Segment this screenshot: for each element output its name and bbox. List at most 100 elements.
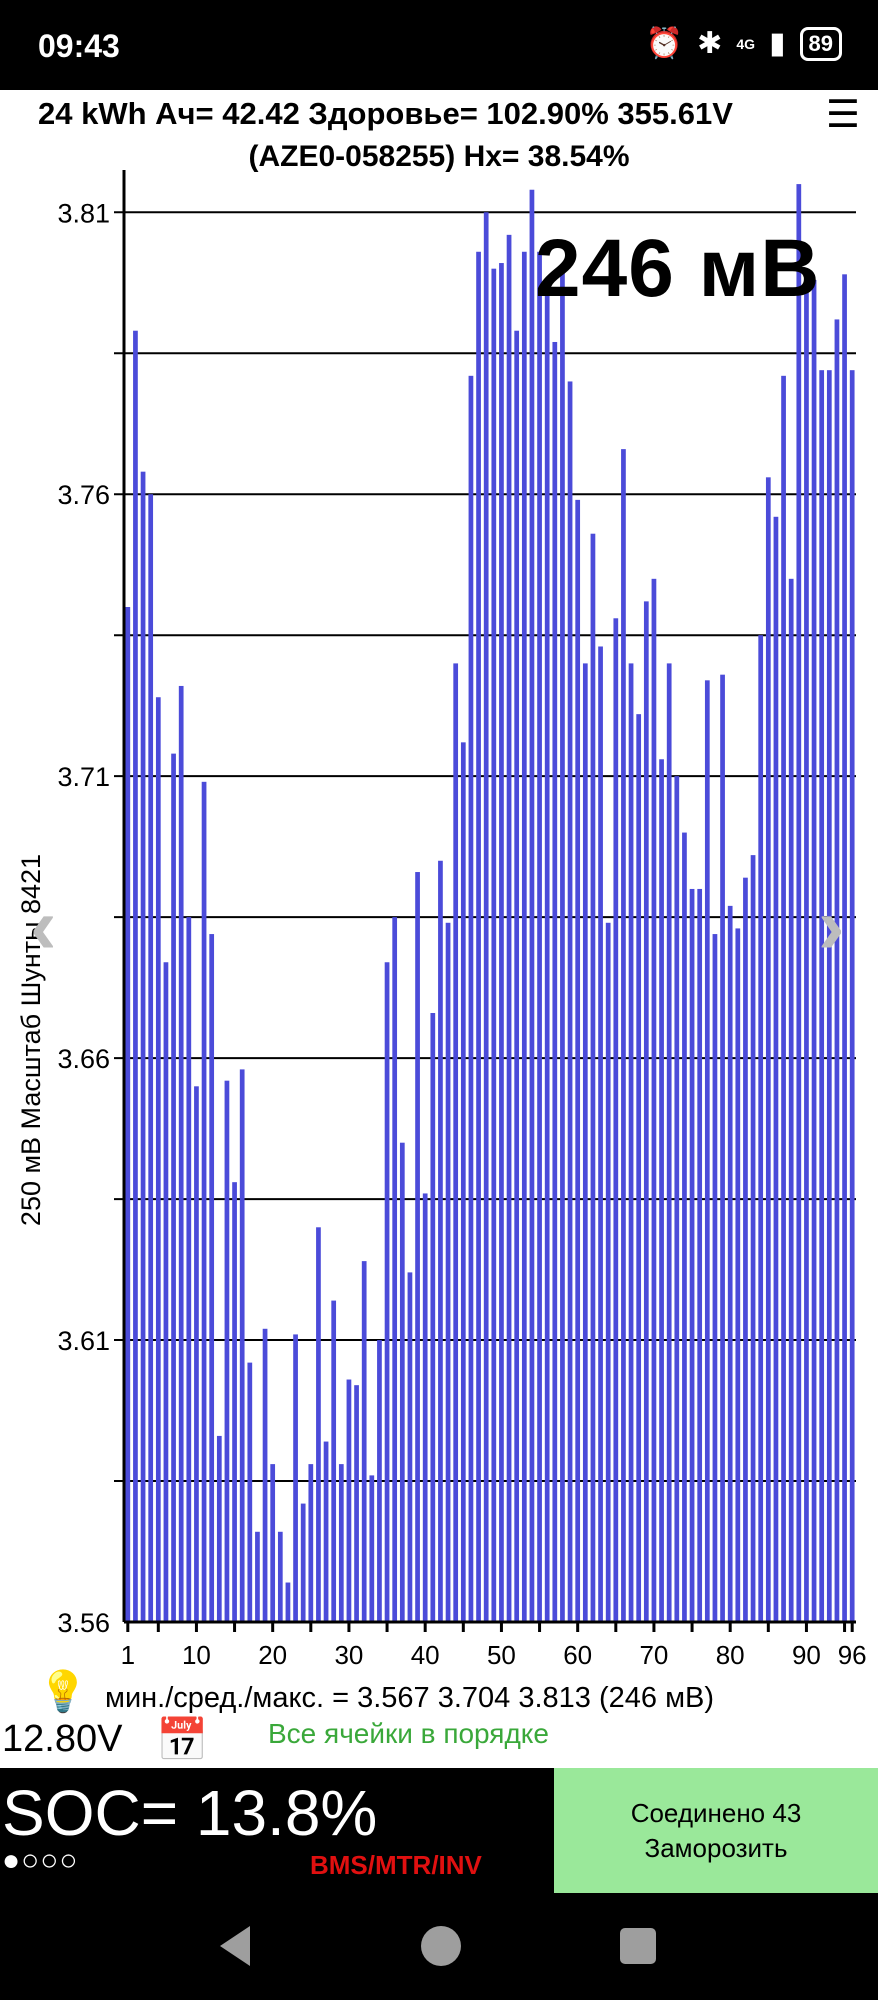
- cell-bar: [605, 922, 611, 1622]
- signal-icon: ▮: [769, 27, 786, 60]
- cell-bar: [796, 184, 802, 1623]
- cell-bar: [788, 578, 794, 1622]
- cell-bar: [826, 370, 832, 1622]
- x-tick-label: 40: [411, 1640, 440, 1670]
- cell-bar: [133, 330, 138, 1622]
- y-tick-label: 3.56: [57, 1608, 110, 1638]
- cell-bar: [651, 578, 657, 1622]
- cell-bar: [834, 319, 840, 1622]
- cell-bar: [743, 877, 748, 1622]
- cell-bar: [430, 1013, 436, 1622]
- calendar-icon[interactable]: 📅: [156, 1716, 209, 1763]
- aux-battery-voltage: 12.80V: [2, 1718, 123, 1760]
- cell-bar: [232, 1182, 237, 1622]
- cell-bar: [316, 1227, 321, 1622]
- cell-bar: [842, 274, 847, 1622]
- status-time: 09:43: [38, 28, 120, 64]
- y-axis: 3.56 3.61 3.66 3.71 3.76 3.81: [57, 170, 126, 1638]
- cell-bar: [537, 251, 542, 1623]
- cell-bar: [552, 341, 558, 1622]
- status-icons: ⏰ ✱ 4G ▮ 89: [646, 26, 842, 61]
- y-tick-label: 3.66: [57, 1044, 110, 1074]
- cell-bar: [171, 753, 176, 1622]
- battery-summary: 24 kWh Ач= 42.42 Здоровье= 102.90% 355.6…: [38, 96, 733, 131]
- cell-bar: [262, 1328, 268, 1622]
- lightbulb-icon[interactable]: 💡: [38, 1670, 88, 1714]
- bms-mtr-inv-label: BMS/MTR/INV: [310, 1850, 482, 1880]
- cell-bar: [560, 268, 565, 1622]
- x-axis: 1 10 20 30 40 50 60 70 80 90 96: [121, 1620, 867, 1670]
- cell-bar: [148, 494, 154, 1622]
- cell-bar: [804, 274, 809, 1622]
- cell-bar: [377, 1340, 382, 1622]
- cell-bar: [346, 1379, 352, 1622]
- cell-bar: [178, 685, 184, 1622]
- home-icon[interactable]: [421, 1926, 461, 1966]
- cell-bar: [628, 663, 634, 1622]
- cell-bar: [582, 663, 588, 1622]
- cell-bar: [773, 516, 779, 1622]
- bars: [125, 184, 855, 1623]
- cell-bar: [247, 1362, 253, 1622]
- cell-bar: [125, 607, 131, 1622]
- x-tick-label: 30: [334, 1640, 363, 1670]
- x-tick-label: 96: [838, 1640, 867, 1670]
- cell-bar: [529, 189, 535, 1622]
- page-dots: ●○○○: [2, 1844, 79, 1877]
- cell-bar: [704, 680, 710, 1622]
- chevron-right-icon[interactable]: ›: [818, 881, 845, 970]
- cell-bar: [239, 1069, 245, 1622]
- cell-bar: [255, 1531, 260, 1622]
- cell-bar: [849, 370, 855, 1622]
- y-tick-label: 3.71: [57, 762, 110, 792]
- cell-bar: [140, 471, 146, 1622]
- cell-bar: [407, 1272, 413, 1622]
- cell-voltage-chart: 3.56 3.61 3.66 3.71 3.76 3.81 1 10 20 30 40 50 60 70…: [16, 170, 867, 1670]
- cell-bar: [308, 1464, 314, 1622]
- battery-level: 89: [799, 26, 842, 61]
- cell-bar: [750, 855, 756, 1622]
- status-bar: 09:43 ⏰ ✱ 4G ▮ 89: [0, 0, 878, 90]
- cell-bar: [468, 375, 474, 1622]
- cell-bar: [575, 499, 581, 1623]
- connection-freeze-button[interactable]: Соединено 43 Заморозить: [554, 1768, 878, 1893]
- x-tick-label: 60: [563, 1640, 592, 1670]
- cell-bar: [590, 533, 596, 1622]
- menu-icon[interactable]: ☰: [825, 94, 860, 136]
- x-tick-label: 80: [716, 1640, 745, 1670]
- cell-bar: [544, 279, 550, 1622]
- cell-bar: [361, 1261, 367, 1622]
- cell-bar: [689, 888, 695, 1622]
- alarm-icon: ⏰: [645, 27, 684, 60]
- soc-value: SOC= 13.8%: [2, 1777, 378, 1849]
- back-icon[interactable]: [220, 1926, 250, 1966]
- cell-bar: [323, 1441, 329, 1622]
- chevron-left-icon[interactable]: ‹: [30, 881, 57, 970]
- y-tick-label: 3.61: [57, 1326, 110, 1356]
- cell-bar: [201, 781, 207, 1622]
- cell-bar: [476, 251, 481, 1623]
- cell-bar: [186, 917, 192, 1622]
- x-tick-label: 50: [487, 1640, 516, 1670]
- cell-bar: [674, 776, 680, 1622]
- cell-bar: [643, 601, 649, 1622]
- cell-bar: [727, 905, 733, 1622]
- connection-status: Соединено 43: [630, 1797, 802, 1828]
- vin-health: (AZE0-058255) Hx= 38.54%: [248, 140, 630, 173]
- cell-bar: [216, 1435, 222, 1622]
- spread-value: 246 мВ: [535, 223, 821, 314]
- x-tick-label: 10: [182, 1640, 211, 1670]
- cell-bar: [506, 234, 512, 1623]
- cell-bar: [384, 962, 390, 1622]
- cell-bar: [567, 381, 573, 1622]
- cell-bar: [277, 1531, 283, 1622]
- cell-bar: [354, 1385, 359, 1622]
- cell-bar: [293, 1334, 298, 1622]
- cell-bar: [270, 1464, 276, 1622]
- cell-bar: [811, 279, 817, 1622]
- freeze-label: Заморозить: [644, 1832, 788, 1863]
- cell-bar: [720, 674, 725, 1622]
- x-tick-label: 70: [639, 1640, 668, 1670]
- cell-bar: [415, 872, 420, 1622]
- recents-icon[interactable]: [620, 1928, 656, 1964]
